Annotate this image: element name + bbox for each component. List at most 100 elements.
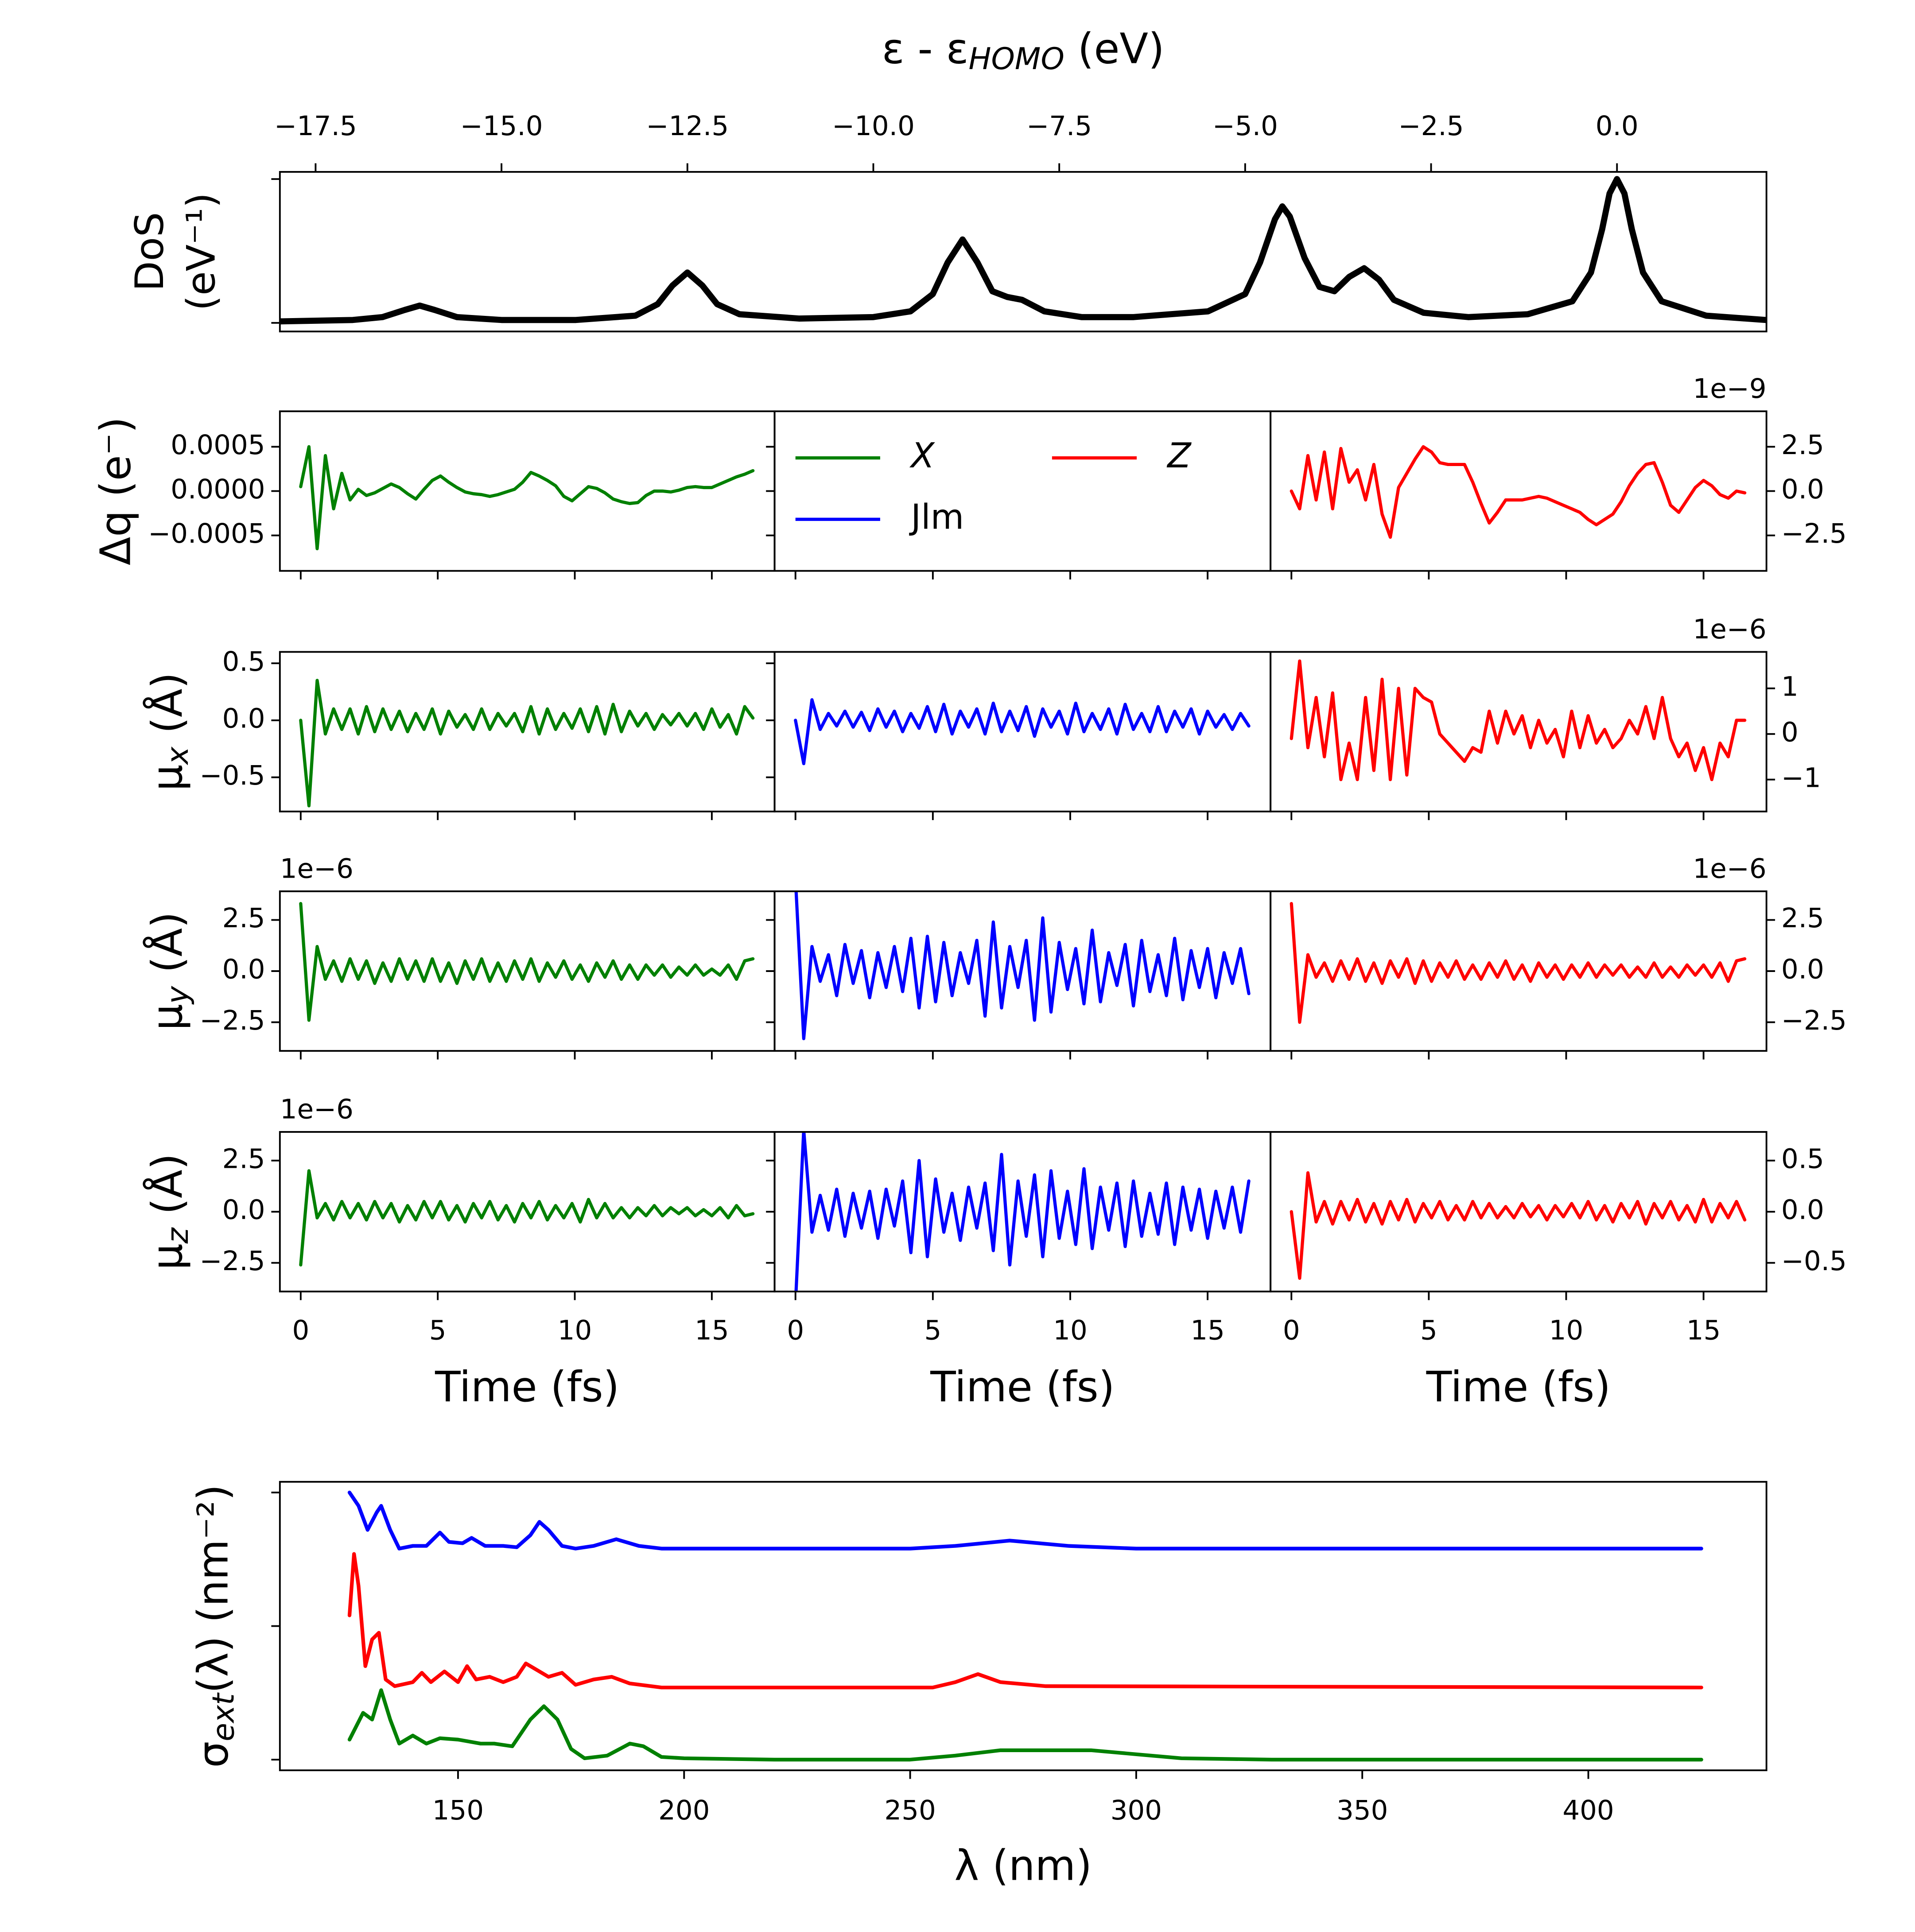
x-tick-label: 400 xyxy=(1562,1795,1614,1826)
x-tick-label: 5 xyxy=(1420,1314,1437,1346)
axes-frame xyxy=(279,1481,1767,1771)
label-text: (Å) xyxy=(143,673,192,747)
y-tick-label: 0.0 xyxy=(1781,954,1824,985)
y-tick-label: −0.0005 xyxy=(148,518,265,549)
x-axis-label: Time (fs) xyxy=(435,1363,619,1411)
y-axis-label: μx (Å) xyxy=(143,673,194,791)
data-line xyxy=(347,1552,1703,1690)
x-tick-label: 0.0 xyxy=(1596,110,1639,142)
x-tick-label: 15 xyxy=(1686,1314,1721,1346)
label-subscript: x xyxy=(159,746,194,766)
label-text: μ xyxy=(144,1244,192,1270)
y-axis-label: σext(λ) (nm⁻²) xyxy=(190,1484,241,1768)
y-tick-label: 0.0 xyxy=(1781,1194,1824,1226)
y-tick-label: 0.5 xyxy=(1781,1143,1824,1174)
data-line xyxy=(1290,659,1747,781)
y-tick-label: −2.5 xyxy=(200,1005,265,1036)
x-tick-label: 10 xyxy=(1549,1314,1584,1346)
y-tick-label: 0.0000 xyxy=(171,474,265,505)
x-tick-label: 10 xyxy=(558,1314,592,1346)
x-axis-label: Time (fs) xyxy=(1426,1363,1611,1411)
offset-text: 1e−6 xyxy=(1693,853,1767,884)
x-tick-label: 5 xyxy=(429,1314,447,1346)
label-subscript: ext xyxy=(206,1692,241,1742)
y-tick-label: 2.5 xyxy=(222,902,265,934)
data-line xyxy=(1290,445,1747,539)
y-tick-label: 0.0 xyxy=(222,954,265,985)
y-tick-label: 0.5 xyxy=(222,646,265,677)
x-tick-label: −10.0 xyxy=(832,110,915,142)
y-axis-label: μz (Å) xyxy=(143,1153,194,1270)
y-axis-label: μy (Å) xyxy=(143,912,194,1030)
y-tick-label: 2.5 xyxy=(1781,902,1824,934)
y-tick-label: 1 xyxy=(1781,671,1798,702)
label-text: (λ) (nm⁻²) xyxy=(190,1484,238,1693)
y-tick-label: 0.0 xyxy=(222,1194,265,1226)
label-text: σ xyxy=(190,1742,238,1768)
y-tick-label: 2.5 xyxy=(222,1143,265,1174)
x-axis-label: ε - εHOMO (eV) xyxy=(882,25,1165,76)
x-tick-label: 0 xyxy=(787,1314,804,1346)
axes-frame xyxy=(1270,651,1767,812)
x-tick-label: −17.5 xyxy=(274,110,357,142)
x-tick-label: −2.5 xyxy=(1398,110,1464,142)
x-tick-label: 350 xyxy=(1336,1795,1388,1826)
y-tick-label: −0.5 xyxy=(200,760,265,791)
x-tick-label: 200 xyxy=(658,1795,710,1826)
x-tick-label: 5 xyxy=(924,1314,941,1346)
y-axis-label: (eV⁻¹) xyxy=(178,193,224,311)
label-text: μ xyxy=(144,1004,192,1030)
data-line xyxy=(794,1132,1251,1292)
x-tick-label: 250 xyxy=(884,1795,936,1826)
y-tick-label: 0.0 xyxy=(1781,474,1824,505)
label-subscript: HOMO xyxy=(969,41,1064,76)
offset-text: 1e−9 xyxy=(1693,373,1767,404)
offset-text: 1e−6 xyxy=(280,1094,353,1125)
x-tick-label: 15 xyxy=(695,1314,729,1346)
x-tick-label: −7.5 xyxy=(1026,110,1092,142)
x-tick-label: −15.0 xyxy=(460,110,543,142)
x-axis-label: λ (nm) xyxy=(954,1842,1092,1890)
offset-text: 1e−6 xyxy=(1693,614,1767,645)
x-tick-label: 10 xyxy=(1053,1314,1088,1346)
y-tick-label: −2.5 xyxy=(1781,518,1847,549)
axes-frame xyxy=(1270,410,1767,572)
label-text: ε - ε xyxy=(882,25,969,73)
x-tick-label: 15 xyxy=(1190,1314,1225,1346)
x-tick-label: 0 xyxy=(292,1314,309,1346)
legend-label: Z xyxy=(1166,436,1192,476)
x-tick-label: 300 xyxy=(1111,1795,1162,1826)
axes-frame xyxy=(1270,1131,1767,1293)
legend-label: X xyxy=(909,436,935,476)
x-tick-label: −5.0 xyxy=(1212,110,1278,142)
data-line xyxy=(299,1169,755,1267)
label-text: (eV) xyxy=(1064,25,1165,73)
y-tick-label: 0 xyxy=(1781,716,1798,748)
label-text: (Å) xyxy=(143,1153,192,1228)
data-line xyxy=(347,1688,1703,1762)
data-line xyxy=(794,698,1251,766)
x-tick-label: −12.5 xyxy=(646,110,729,142)
y-axis-label: DoS xyxy=(127,212,172,292)
label-text: Δq (e⁻) xyxy=(92,417,140,565)
data-line xyxy=(1290,902,1747,1024)
y-tick-label: −1 xyxy=(1781,762,1821,793)
label-subscript: y xyxy=(159,986,194,1005)
data-line xyxy=(299,902,755,1022)
data-line xyxy=(1290,1171,1747,1280)
offset-text: 1e−6 xyxy=(280,853,353,884)
data-line xyxy=(347,1490,1703,1551)
x-tick-label: 0 xyxy=(1283,1314,1300,1346)
data-line xyxy=(794,891,1251,1041)
y-tick-label: 0.0 xyxy=(222,703,265,734)
y-tick-label: −0.5 xyxy=(1781,1245,1847,1277)
axes-frame xyxy=(1270,890,1767,1052)
y-tick-label: −2.5 xyxy=(1781,1005,1847,1036)
x-tick-label: 150 xyxy=(432,1795,484,1826)
y-tick-label: 2.5 xyxy=(1781,429,1824,461)
y-tick-label: −2.5 xyxy=(200,1245,265,1277)
axes-frame xyxy=(279,171,1767,333)
label-text: μ xyxy=(144,765,192,791)
